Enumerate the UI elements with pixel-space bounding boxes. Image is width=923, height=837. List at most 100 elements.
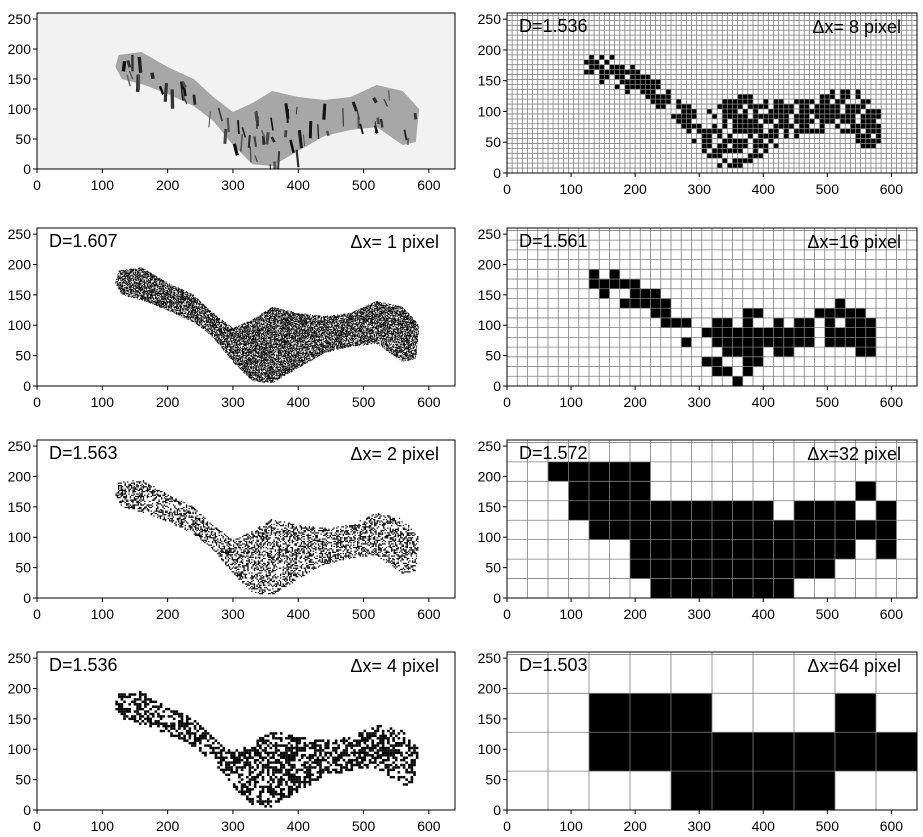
filled-box <box>204 313 206 314</box>
filled-box <box>132 289 134 291</box>
filled-box <box>227 338 228 340</box>
filled-box <box>227 328 229 330</box>
filled-box <box>119 282 121 283</box>
loop-strand <box>239 134 244 152</box>
filled-box <box>161 300 163 302</box>
filled-box <box>191 306 193 308</box>
filled-box <box>252 339 254 341</box>
filled-box <box>257 333 259 335</box>
filled-box <box>116 283 118 285</box>
filled-box <box>181 302 183 304</box>
filled-box <box>138 276 140 277</box>
filled-box <box>242 337 244 339</box>
filled-box <box>172 285 174 287</box>
filled-box <box>142 299 144 301</box>
filled-box <box>129 277 131 279</box>
filled-box <box>255 351 257 353</box>
filled-box <box>135 283 137 285</box>
filled-box <box>149 275 151 277</box>
filled-box <box>136 272 138 274</box>
filled-box <box>143 296 145 297</box>
filled-box <box>131 271 132 273</box>
filled-box <box>218 337 220 339</box>
filled-box <box>233 345 235 347</box>
filled-box <box>223 320 225 322</box>
filled-box <box>253 364 255 366</box>
filled-box <box>131 280 132 282</box>
filled-box <box>166 304 168 306</box>
filled-box <box>138 274 140 276</box>
filled-box <box>246 364 248 366</box>
filled-box <box>247 341 249 342</box>
filled-box <box>246 322 248 324</box>
filled-box <box>123 289 125 291</box>
filled-box <box>140 297 142 299</box>
filled-box <box>253 369 255 371</box>
filled-box <box>148 276 149 277</box>
filled-box <box>245 326 247 328</box>
filled-box <box>127 279 129 280</box>
filled-box <box>219 342 221 344</box>
filled-box <box>129 272 130 274</box>
filled-box <box>219 329 221 331</box>
filled-box <box>159 303 161 305</box>
filled-box <box>120 271 122 273</box>
filled-box <box>179 309 181 311</box>
filled-box <box>245 341 247 342</box>
filled-box <box>239 362 241 364</box>
filled-box <box>210 320 211 322</box>
filled-box <box>239 350 241 352</box>
filled-box <box>181 294 183 296</box>
filled-box <box>179 302 181 304</box>
filled-box <box>221 342 223 344</box>
filled-box <box>246 330 248 331</box>
filled-box <box>153 289 155 291</box>
filled-box <box>199 313 201 314</box>
filled-box <box>228 353 230 355</box>
filled-box <box>179 311 181 313</box>
filled-box <box>204 316 206 318</box>
filled-box <box>172 297 174 299</box>
filled-box <box>224 339 226 341</box>
filled-box <box>166 293 168 294</box>
filled-box <box>223 326 225 328</box>
filled-box <box>121 279 123 281</box>
filled-box <box>142 278 144 280</box>
filled-box <box>255 350 257 352</box>
filled-box <box>183 296 185 298</box>
filled-box <box>199 319 201 321</box>
filled-box <box>198 325 200 327</box>
filled-box <box>168 300 170 302</box>
filled-box <box>121 289 123 291</box>
filled-box <box>202 307 204 308</box>
filled-box <box>163 298 165 300</box>
filled-box <box>239 340 241 342</box>
filled-box <box>212 313 213 315</box>
filled-box <box>158 288 160 290</box>
filled-box <box>208 310 210 312</box>
filled-box <box>149 289 151 291</box>
filled-box <box>252 379 254 381</box>
filled-box <box>185 308 187 310</box>
filled-box <box>173 302 175 304</box>
filled-box <box>257 376 259 378</box>
filled-box <box>138 283 140 285</box>
filled-box <box>133 291 134 293</box>
filled-box <box>121 285 123 287</box>
filled-box <box>247 357 249 359</box>
filled-box <box>249 333 251 335</box>
filled-box <box>252 324 254 326</box>
filled-box <box>125 274 127 276</box>
filled-box <box>157 294 159 296</box>
filled-box <box>197 317 198 319</box>
filled-box <box>153 291 155 293</box>
filled-box <box>195 307 197 309</box>
filled-box <box>215 316 217 318</box>
filled-box <box>186 303 188 305</box>
filled-box <box>200 307 202 309</box>
filled-box <box>244 344 245 345</box>
filled-box <box>171 290 173 292</box>
filled-box <box>179 299 181 300</box>
filled-box <box>196 298 198 300</box>
filled-box <box>129 278 131 280</box>
